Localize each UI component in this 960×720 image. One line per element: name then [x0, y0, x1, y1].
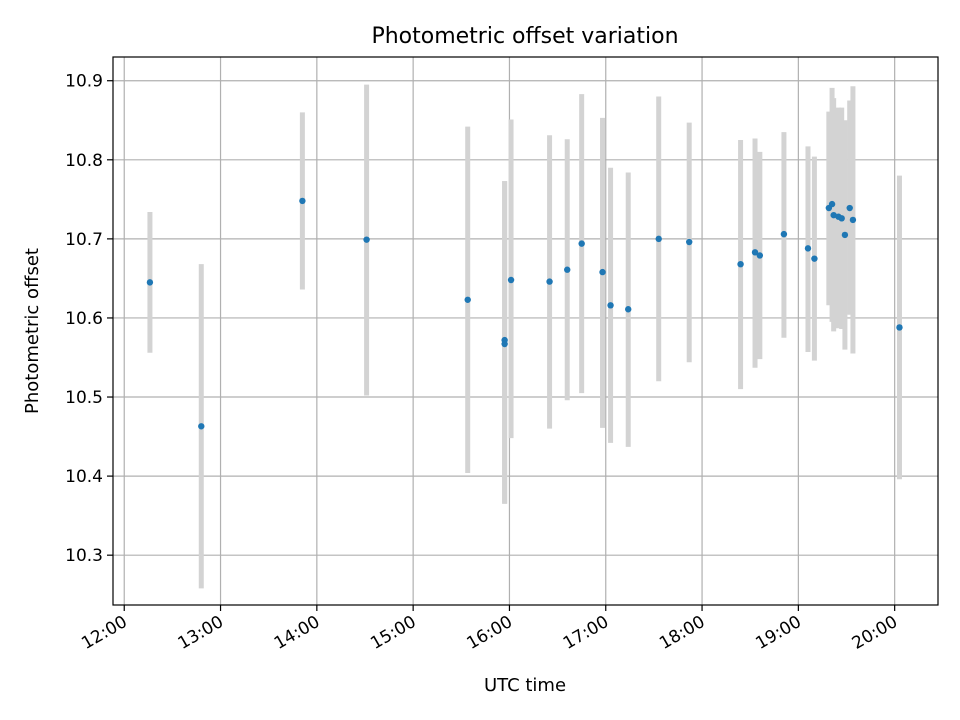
data-point — [578, 240, 585, 247]
data-points — [146, 197, 903, 430]
data-point — [780, 230, 788, 238]
data-point — [804, 245, 812, 252]
data-point — [846, 204, 853, 212]
y-tick-label: 10.3 — [65, 546, 103, 566]
y-tick-label: 10.9 — [65, 72, 103, 92]
y-tick-label: 10.8 — [65, 151, 103, 171]
y-tick-label: 10.4 — [65, 467, 103, 487]
data-point — [299, 197, 306, 205]
x-axis-label: UTC time — [484, 675, 566, 696]
data-point — [564, 266, 571, 273]
data-point — [146, 279, 154, 286]
data-point — [501, 336, 508, 344]
data-point — [507, 276, 515, 284]
data-point — [828, 200, 836, 208]
data-point — [464, 296, 471, 303]
plot-frame — [112, 56, 939, 606]
y-axis-label: Photometric offset — [22, 248, 43, 414]
data-point — [599, 268, 606, 276]
data-point — [841, 231, 849, 239]
data-point — [363, 236, 370, 243]
y-tick-label: 10.5 — [65, 388, 103, 408]
data-point — [838, 215, 845, 222]
data-point — [607, 302, 614, 309]
y-tick-label: 10.6 — [65, 309, 103, 329]
data-point — [751, 249, 759, 256]
data-point — [849, 216, 857, 224]
data-point — [811, 255, 818, 262]
data-point — [198, 423, 205, 430]
data-point — [737, 260, 744, 268]
y-tick-label: 10.7 — [65, 230, 103, 250]
data-point — [655, 235, 662, 243]
chart-title: Photometric offset variation — [371, 24, 678, 49]
y-axis-ticks: 10.3 10.4 10.5 10.6 10.7 10.8 10.9 — [65, 72, 113, 566]
data-point — [686, 238, 693, 246]
data-point — [625, 306, 632, 313]
data-point — [830, 211, 837, 219]
grid — [113, 57, 938, 605]
data-point — [896, 324, 903, 331]
data-point — [546, 278, 553, 285]
data-point — [756, 252, 764, 259]
